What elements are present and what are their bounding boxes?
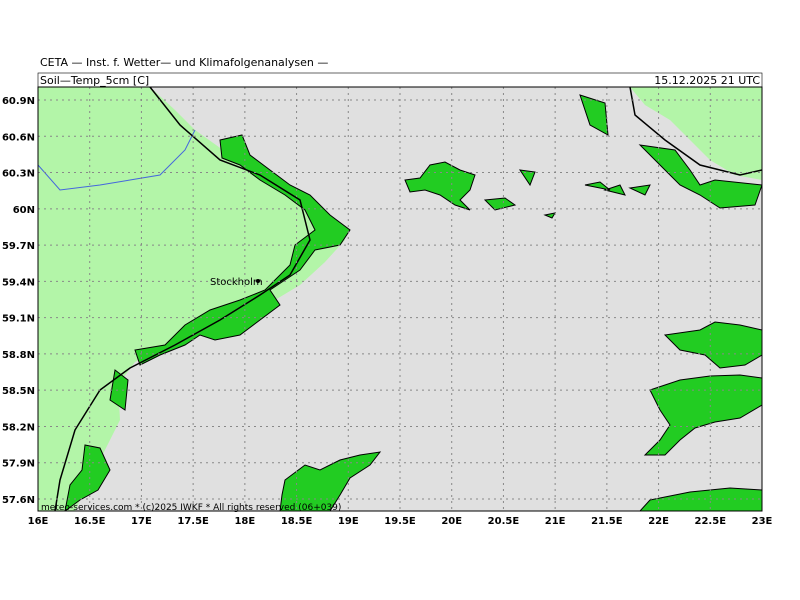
valid-time: 15.12.2025 21 UTC (654, 74, 760, 87)
lat-label: 59.7N (2, 241, 35, 252)
credit: meteo-services.com * (c)2025 IWKF * All … (41, 503, 341, 513)
lon-label: 22E (648, 516, 669, 527)
lat-label: 59.4N (2, 277, 35, 288)
title: CETA — Inst. f. Wetter— und Klimafolgena… (40, 56, 328, 69)
finland-warm (579, 94, 762, 209)
lat-label: 58.2N (2, 422, 35, 433)
lon-label: 20.5E (488, 516, 520, 527)
coast-warm (134, 134, 351, 366)
sweden-land (38, 87, 345, 511)
lon-label: 16E (28, 516, 49, 527)
lon-label: 17.5E (177, 516, 209, 527)
parameter: Soil—Temp_5cm [C] (40, 74, 149, 87)
city-marker (256, 279, 260, 283)
lon-label: 21E (545, 516, 566, 527)
lon-label: 22.5E (695, 516, 727, 527)
city-label: Stockholm (210, 277, 263, 288)
saaremaa (643, 321, 762, 456)
lat-label: 60N (13, 205, 35, 216)
latvia-coast (639, 487, 762, 511)
lat-label: 60.3N (2, 169, 35, 180)
aland-islands (404, 161, 557, 219)
lon-label: 19E (338, 516, 359, 527)
map-frame (37, 86, 763, 512)
isotherm-east (629, 87, 762, 176)
lon-label: 21.5E (591, 516, 623, 527)
lon-label: 19.5E (384, 516, 416, 527)
map-layer (38, 87, 762, 511)
lon-label: 16.5E (74, 516, 106, 527)
lon-label: 17E (131, 516, 152, 527)
lat-label: 58.8N (2, 350, 35, 361)
lat-label: 59.1N (2, 314, 35, 325)
lat-label: 57.9N (2, 459, 35, 470)
lon-label: 18E (234, 516, 255, 527)
lon-label: 20E (441, 516, 462, 527)
lat-label: 60.6N (2, 132, 35, 143)
lat-label: 58.5N (2, 386, 35, 397)
lon-label: 18.5E (281, 516, 313, 527)
lat-label: 57.6N (2, 495, 35, 506)
lon-label: 23E (752, 516, 773, 527)
river (38, 129, 196, 191)
finland-land (630, 87, 762, 180)
gotland (279, 451, 382, 511)
isotherm (54, 87, 311, 511)
lat-label: 60.9N (2, 96, 35, 107)
